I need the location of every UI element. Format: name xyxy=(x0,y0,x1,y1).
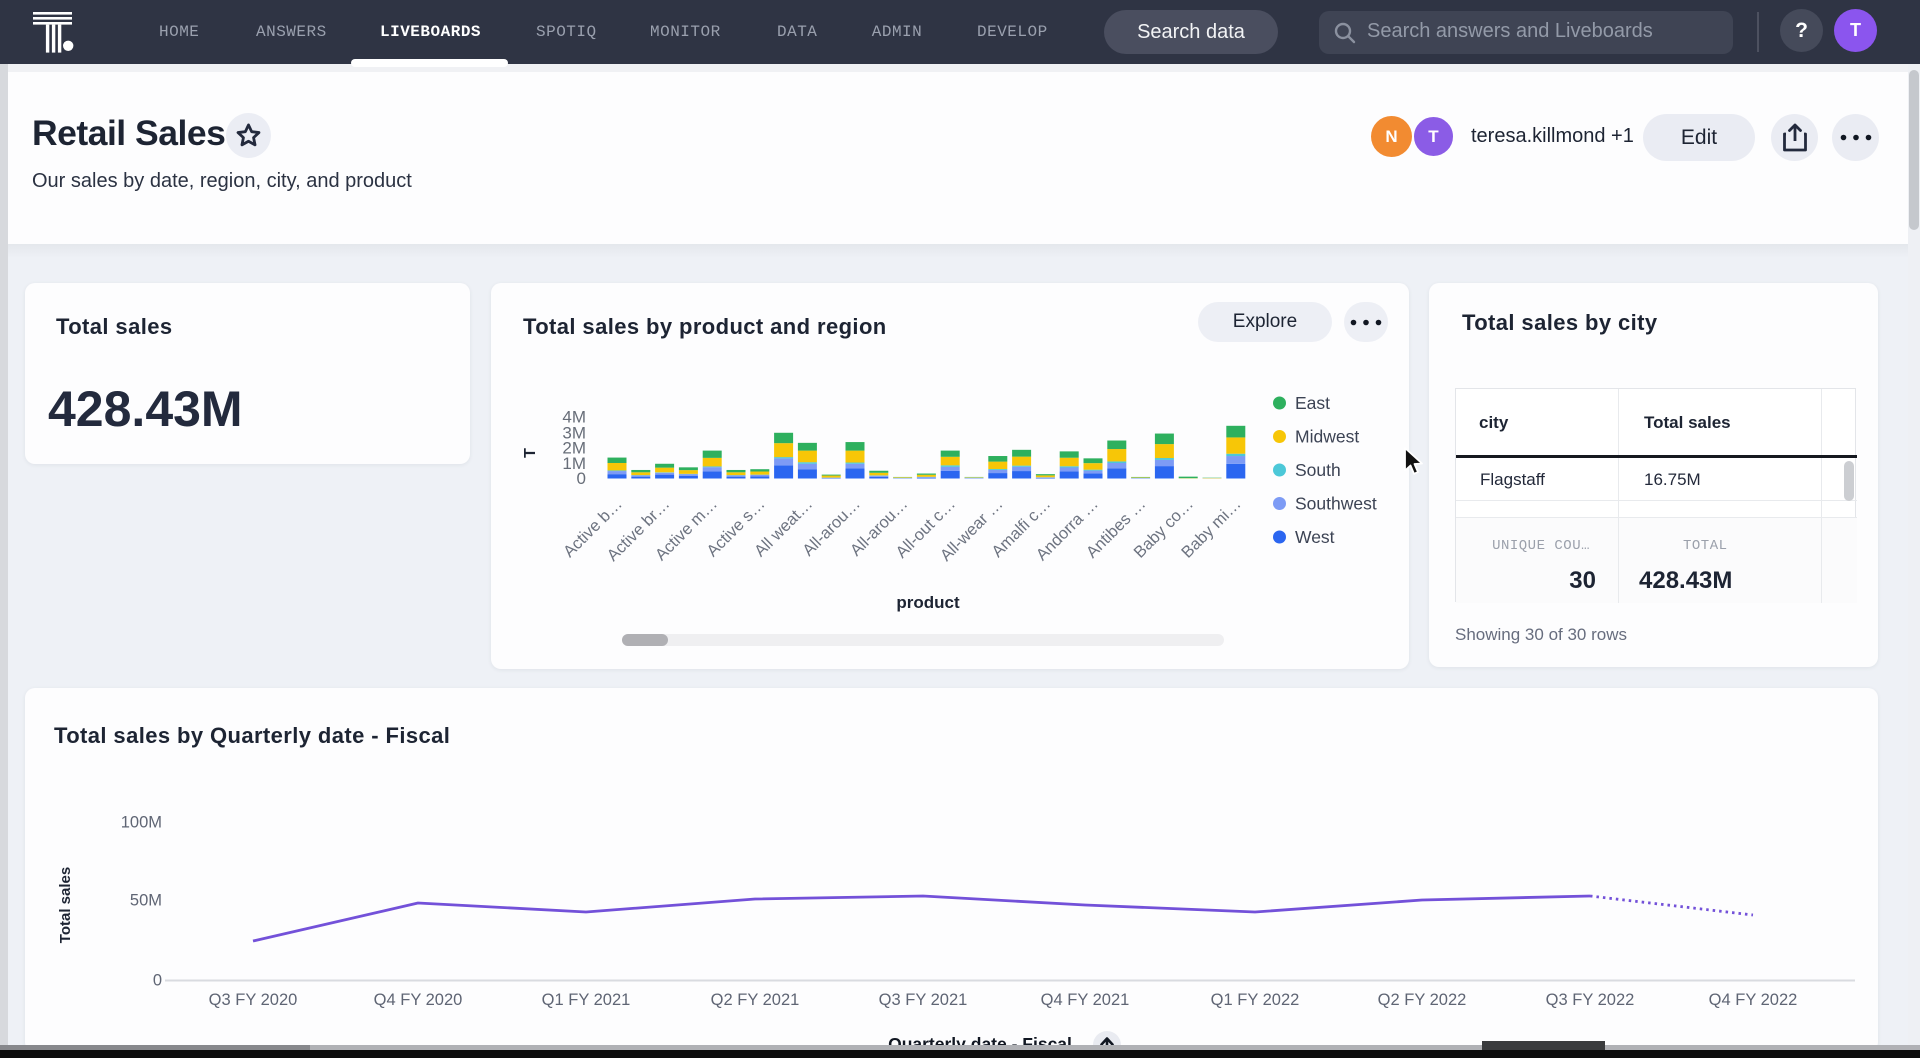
svg-text:100M: 100M xyxy=(121,814,162,832)
svg-text:Southwest: Southwest xyxy=(1295,494,1377,514)
svg-text:2M: 2M xyxy=(562,439,586,458)
svg-text:Q2 FY 2022: Q2 FY 2022 xyxy=(1378,991,1467,1009)
svg-text:South: South xyxy=(1295,460,1341,480)
svg-text:T: T xyxy=(522,448,539,458)
svg-text:Q3 FY 2022: Q3 FY 2022 xyxy=(1546,991,1635,1009)
svg-text:East: East xyxy=(1295,393,1330,413)
svg-text:1M: 1M xyxy=(562,454,586,473)
svg-text:Q4 FY 2020: Q4 FY 2020 xyxy=(374,991,463,1009)
svg-text:Q3 FY 2020: Q3 FY 2020 xyxy=(209,991,298,1009)
svg-text:Q1 FY 2021: Q1 FY 2021 xyxy=(542,991,631,1009)
svg-text:4M: 4M xyxy=(562,408,586,427)
svg-text:Midwest: Midwest xyxy=(1295,427,1359,447)
svg-text:West: West xyxy=(1295,527,1335,547)
svg-text:0: 0 xyxy=(153,972,162,990)
svg-text:3M: 3M xyxy=(562,424,586,443)
svg-text:Q3 FY 2021: Q3 FY 2021 xyxy=(879,991,968,1009)
svg-text:Q4 FY 2021: Q4 FY 2021 xyxy=(1041,991,1130,1009)
svg-text:0: 0 xyxy=(577,469,586,488)
svg-text:Q2 FY 2021: Q2 FY 2021 xyxy=(711,991,800,1009)
svg-text:Q4 FY 2022: Q4 FY 2022 xyxy=(1709,991,1798,1009)
svg-text:50M: 50M xyxy=(130,892,162,910)
svg-text:Total sales: Total sales xyxy=(57,867,74,943)
svg-text:product: product xyxy=(896,593,960,612)
svg-text:Q1 FY 2022: Q1 FY 2022 xyxy=(1211,991,1300,1009)
